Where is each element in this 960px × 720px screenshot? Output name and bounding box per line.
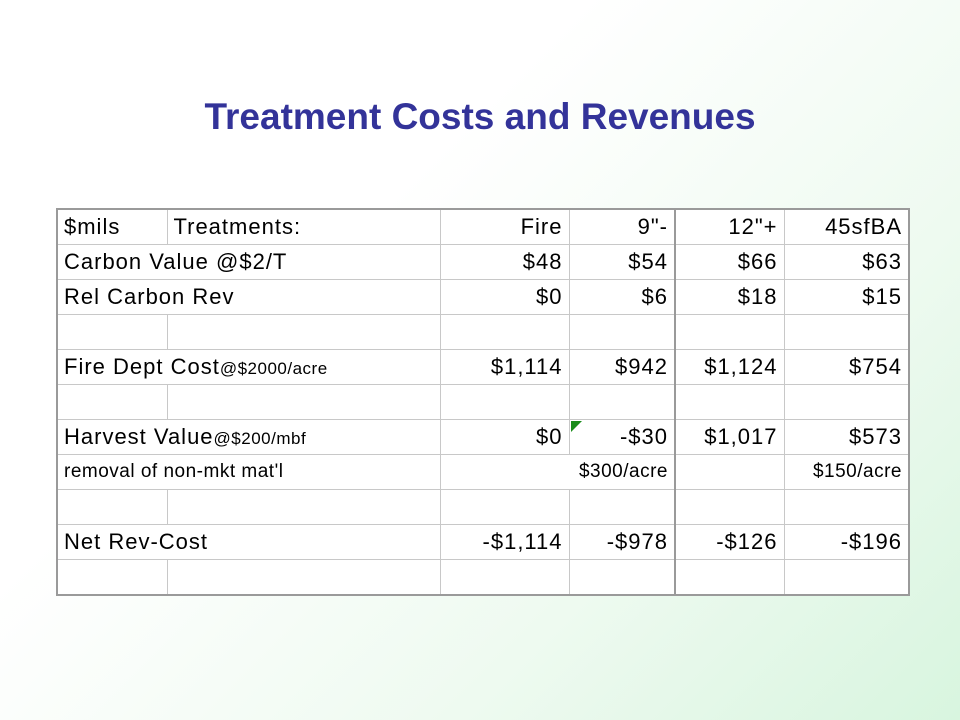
empty-cell[interactable] (166, 384, 441, 420)
empty-cell[interactable] (783, 559, 910, 596)
cell-harvest-9in[interactable]: -$30 (568, 419, 676, 455)
row-label-removal[interactable]: removal of non-mkt mat'l (56, 454, 441, 490)
cell-net-fire[interactable]: -$1,114 (439, 524, 570, 560)
empty-cell[interactable] (568, 489, 676, 525)
table-row-net-rev-cost: Net Rev-Cost -$1,114 -$978 -$126 -$196 (56, 524, 910, 560)
cell-removal-fire-9in[interactable]: $300/acre (439, 454, 676, 490)
cell-firecost-12in[interactable]: $1,124 (674, 349, 785, 385)
empty-cell[interactable] (674, 559, 785, 596)
empty-cell[interactable] (56, 559, 168, 596)
cell-firecost-45sfba[interactable]: $754 (783, 349, 910, 385)
row-label-net-rev-cost[interactable]: Net Rev-Cost (56, 524, 441, 560)
table-row-empty (56, 314, 910, 350)
empty-cell[interactable] (166, 489, 441, 525)
cell-removal-45sfba[interactable]: $150/acre (783, 454, 910, 490)
slide-title: Treatment Costs and Revenues (204, 96, 756, 137)
table-row-rel-carbon-rev: Rel Carbon Rev $0 $6 $18 $15 (56, 279, 910, 315)
table-row-carbon-value: Carbon Value @$2/T $48 $54 $66 $63 (56, 244, 910, 280)
cell-relrev-12in[interactable]: $18 (674, 279, 785, 315)
comment-indicator-icon (570, 421, 582, 432)
empty-cell[interactable] (439, 314, 570, 350)
fire-dept-cost-rate: @$2000/acre (219, 359, 328, 378)
empty-cell[interactable] (166, 314, 441, 350)
cell-carbon-12in[interactable]: $66 (674, 244, 785, 280)
empty-cell[interactable] (56, 314, 168, 350)
empty-cell[interactable] (783, 384, 910, 420)
empty-cell[interactable] (568, 314, 676, 350)
cost-revenue-table: $mils Treatments: Fire 9"- 12"+ 45sfBA C… (56, 208, 910, 596)
header-cell-treatments[interactable]: Treatments: (166, 208, 441, 245)
table-row-fire-dept-cost: Fire Dept Cost@$2000/acre $1,114 $942 $1… (56, 349, 910, 385)
empty-cell[interactable] (674, 314, 785, 350)
cell-harvest-12in[interactable]: $1,017 (674, 419, 785, 455)
harvest-value-rate: @$200/mbf (213, 429, 307, 448)
cell-net-9in[interactable]: -$978 (568, 524, 676, 560)
cell-carbon-45sfba[interactable]: $63 (783, 244, 910, 280)
cell-relrev-45sfba[interactable]: $15 (783, 279, 910, 315)
empty-cell[interactable] (674, 454, 785, 490)
cell-carbon-fire[interactable]: $48 (439, 244, 570, 280)
row-label-fire-dept-cost[interactable]: Fire Dept Cost@$2000/acre (56, 349, 441, 385)
cell-relrev-9in[interactable]: $6 (568, 279, 676, 315)
empty-cell[interactable] (56, 489, 168, 525)
cell-firecost-fire[interactable]: $1,114 (439, 349, 570, 385)
cell-net-45sfba[interactable]: -$196 (783, 524, 910, 560)
cell-harvest-45sfba[interactable]: $573 (783, 419, 910, 455)
table-row-removal: removal of non-mkt mat'l $300/acre $150/… (56, 454, 910, 490)
cell-net-12in[interactable]: -$126 (674, 524, 785, 560)
header-cell-12in[interactable]: 12"+ (674, 208, 785, 245)
empty-cell[interactable] (674, 489, 785, 525)
harvest-value-label: Harvest Value (64, 424, 214, 449)
empty-cell[interactable] (674, 384, 785, 420)
table-row-empty (56, 489, 910, 525)
header-cell-mils[interactable]: $mils (56, 208, 168, 245)
cell-carbon-9in[interactable]: $54 (568, 244, 676, 280)
empty-cell[interactable] (166, 559, 441, 596)
empty-cell[interactable] (783, 489, 910, 525)
header-cell-45sfba[interactable]: 45sfBA (783, 208, 910, 245)
header-cell-fire[interactable]: Fire (439, 208, 570, 245)
empty-cell[interactable] (568, 384, 676, 420)
empty-cell[interactable] (568, 559, 676, 596)
empty-cell[interactable] (439, 489, 570, 525)
header-cell-9in[interactable]: 9"- (568, 208, 676, 245)
empty-cell[interactable] (56, 384, 168, 420)
fire-dept-cost-label: Fire Dept Cost (64, 354, 220, 379)
row-label-rel-carbon-rev[interactable]: Rel Carbon Rev (56, 279, 441, 315)
empty-cell[interactable] (439, 559, 570, 596)
empty-cell[interactable] (439, 384, 570, 420)
cell-harvest-9in-value: -$30 (619, 424, 668, 449)
row-label-harvest-value[interactable]: Harvest Value@$200/mbf (56, 419, 441, 455)
cell-firecost-9in[interactable]: $942 (568, 349, 676, 385)
empty-cell[interactable] (783, 314, 910, 350)
cell-harvest-fire[interactable]: $0 (439, 419, 570, 455)
cell-relrev-fire[interactable]: $0 (439, 279, 570, 315)
row-label-carbon-value[interactable]: Carbon Value @$2/T (56, 244, 441, 280)
table-row-empty (56, 384, 910, 420)
table-header-row: $mils Treatments: Fire 9"- 12"+ 45sfBA (56, 208, 910, 245)
table-row-empty (56, 559, 910, 596)
table-row-harvest-value: Harvest Value@$200/mbf $0 -$30 $1,017 $5… (56, 419, 910, 455)
